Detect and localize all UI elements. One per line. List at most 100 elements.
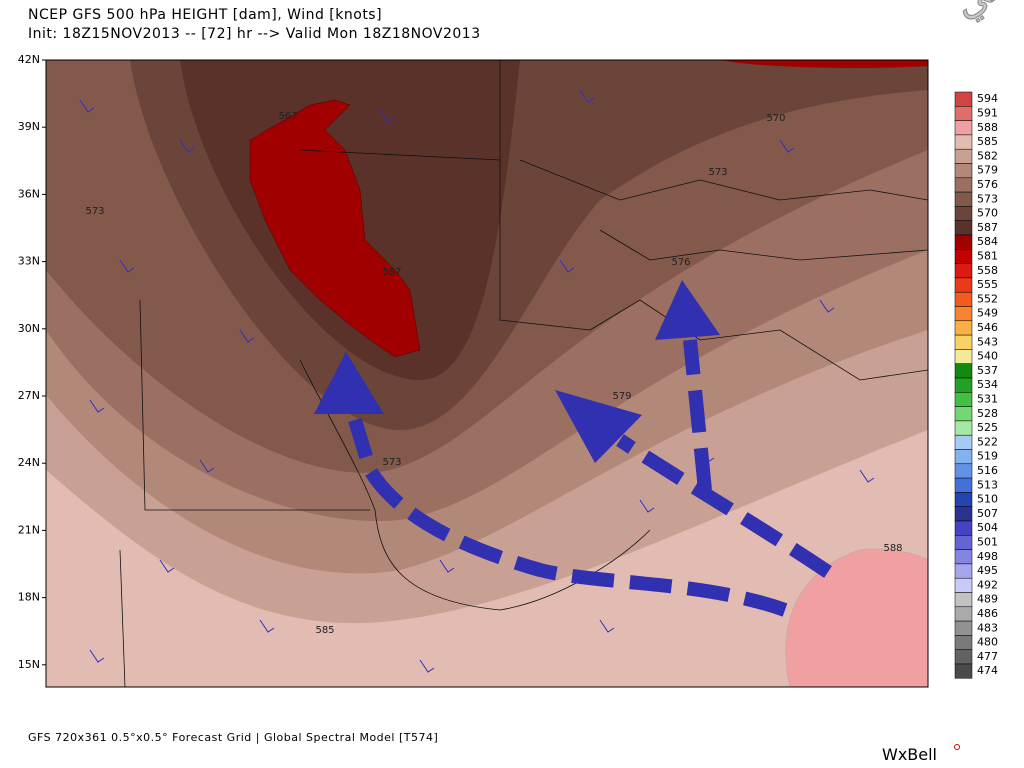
colorbar-swatch <box>954 563 973 579</box>
colorbar-label: 492 <box>977 578 998 591</box>
contour-label: 579 <box>612 391 631 402</box>
colorbar-swatch <box>954 349 973 364</box>
colorbar-swatch <box>954 406 973 422</box>
latitude-label: 36N <box>18 187 40 200</box>
colorbar-swatch <box>954 449 973 465</box>
colorbar-swatch <box>954 477 973 493</box>
colorbar-swatch <box>954 206 973 221</box>
colorbar-swatch <box>954 163 973 179</box>
contour-label: 573 <box>85 206 104 217</box>
colorbar-swatch <box>954 334 973 350</box>
contour-label: 573 <box>382 457 401 468</box>
colorbar-label: 558 <box>977 264 998 277</box>
colorbar-swatch <box>954 220 973 236</box>
latitude-label: 18N <box>18 591 40 604</box>
colorbar-swatch <box>954 506 973 522</box>
colorbar-swatch <box>954 134 973 150</box>
colorbar-label: 540 <box>977 350 998 363</box>
high-height-area <box>720 60 928 68</box>
colorbar-label: 579 <box>977 164 998 177</box>
colorbar-label: 513 <box>977 478 998 491</box>
colorbar-label: 483 <box>977 621 998 634</box>
colorbar-swatch <box>954 577 973 593</box>
map-frame <box>45 59 929 688</box>
colorbar-label: 588 <box>977 121 998 134</box>
ridge-area <box>785 548 928 687</box>
colorbar-label: 522 <box>977 435 998 448</box>
colorbar-swatch <box>954 535 973 550</box>
colorbar-label: 489 <box>977 593 998 606</box>
colorbar-label: 570 <box>977 207 998 220</box>
latitude-label: 21N <box>18 523 40 536</box>
colorbar-swatch <box>954 420 973 436</box>
colorbar-swatch <box>954 592 973 608</box>
colorbar-label: 573 <box>977 192 998 205</box>
colorbar-label: 552 <box>977 292 998 305</box>
colorbar-label: 584 <box>977 235 998 248</box>
latitude-label: 30N <box>18 322 40 335</box>
colorbar-label: 581 <box>977 249 998 262</box>
colorbar-swatch <box>954 320 973 336</box>
colorbar-label: 510 <box>977 493 998 506</box>
colorbar-label: 519 <box>977 450 998 463</box>
logo-dot <box>954 744 960 750</box>
colorbar-swatch <box>954 148 973 164</box>
colorbar-swatch <box>954 234 973 250</box>
colorbar-label: 587 <box>977 221 998 234</box>
colorbar-swatch <box>954 249 973 264</box>
latitude-labels: 42N 39N 36N 33N 30N 27N 24N 21N 18N 15N <box>18 53 46 671</box>
latitude-label: 42N <box>18 53 40 66</box>
colorbar-swatch <box>954 277 973 293</box>
colorbar-swatch <box>954 649 973 665</box>
contour-labels: 567 570 573 573 576 587 579 573 585 588 <box>85 111 902 636</box>
colorbar-label: 477 <box>977 650 998 663</box>
colorbar-swatch <box>954 263 973 279</box>
colorbar: 5945915885855825795765735705875845815585… <box>954 91 998 679</box>
colorbar-label: 495 <box>977 564 998 577</box>
colorbar-swatch <box>954 606 973 622</box>
colorbar-swatch <box>954 635 973 650</box>
watermark: تركي الوايلي <box>945 0 1024 28</box>
contour-label: 585 <box>315 625 334 636</box>
contour-label: 587 <box>382 267 401 278</box>
colorbar-swatch <box>954 106 973 121</box>
colorbar-label: 528 <box>977 407 998 420</box>
colorbar-swatch <box>954 663 973 679</box>
colorbar-label: 507 <box>977 507 998 520</box>
latitude-label: 27N <box>18 389 40 402</box>
colorbar-label: 498 <box>977 550 998 563</box>
latitude-label: 24N <box>18 456 40 469</box>
colorbar-swatch <box>954 306 973 322</box>
contour-label: 576 <box>671 257 690 268</box>
colorbar-swatch <box>954 620 973 636</box>
title-line: NCEP GFS 500 hPa HEIGHT [dam], Wind [kno… <box>28 7 382 23</box>
colorbar-swatch <box>954 434 973 450</box>
contour-label: 570 <box>766 113 785 124</box>
contour-label: 573 <box>708 167 727 178</box>
colorbar-label: 591 <box>977 106 998 119</box>
colorbar-swatch <box>954 549 973 565</box>
subtitle-line: Init: 18Z15NOV2013 -- [72] hr --> Valid … <box>28 26 481 42</box>
colorbar-label: 585 <box>977 135 998 148</box>
colorbar-swatch <box>954 120 973 136</box>
colorbar-label: 501 <box>977 535 998 548</box>
contour-label: 588 <box>883 543 902 554</box>
colorbar-label: 480 <box>977 636 998 649</box>
colorbar-swatch <box>954 392 973 407</box>
colorbar-swatch <box>954 520 973 536</box>
colorbar-swatch <box>954 291 973 307</box>
latitude-label: 33N <box>18 255 40 268</box>
high-height-area <box>249 99 421 358</box>
colorbar-label: 486 <box>977 607 998 620</box>
colorbar-label: 531 <box>977 392 998 405</box>
footer: GFS 720x361 0.5°x0.5° Forecast Grid | Gl… <box>28 731 438 744</box>
colorbar-swatch <box>954 177 973 193</box>
colorbar-label: 549 <box>977 307 998 320</box>
colorbar-swatch <box>954 191 973 207</box>
colorbar-swatch <box>954 463 973 479</box>
colorbar-label: 525 <box>977 421 998 434</box>
colorbar-swatch <box>954 91 973 107</box>
colorbar-label: 555 <box>977 278 998 291</box>
contour-label: 567 <box>278 111 297 122</box>
